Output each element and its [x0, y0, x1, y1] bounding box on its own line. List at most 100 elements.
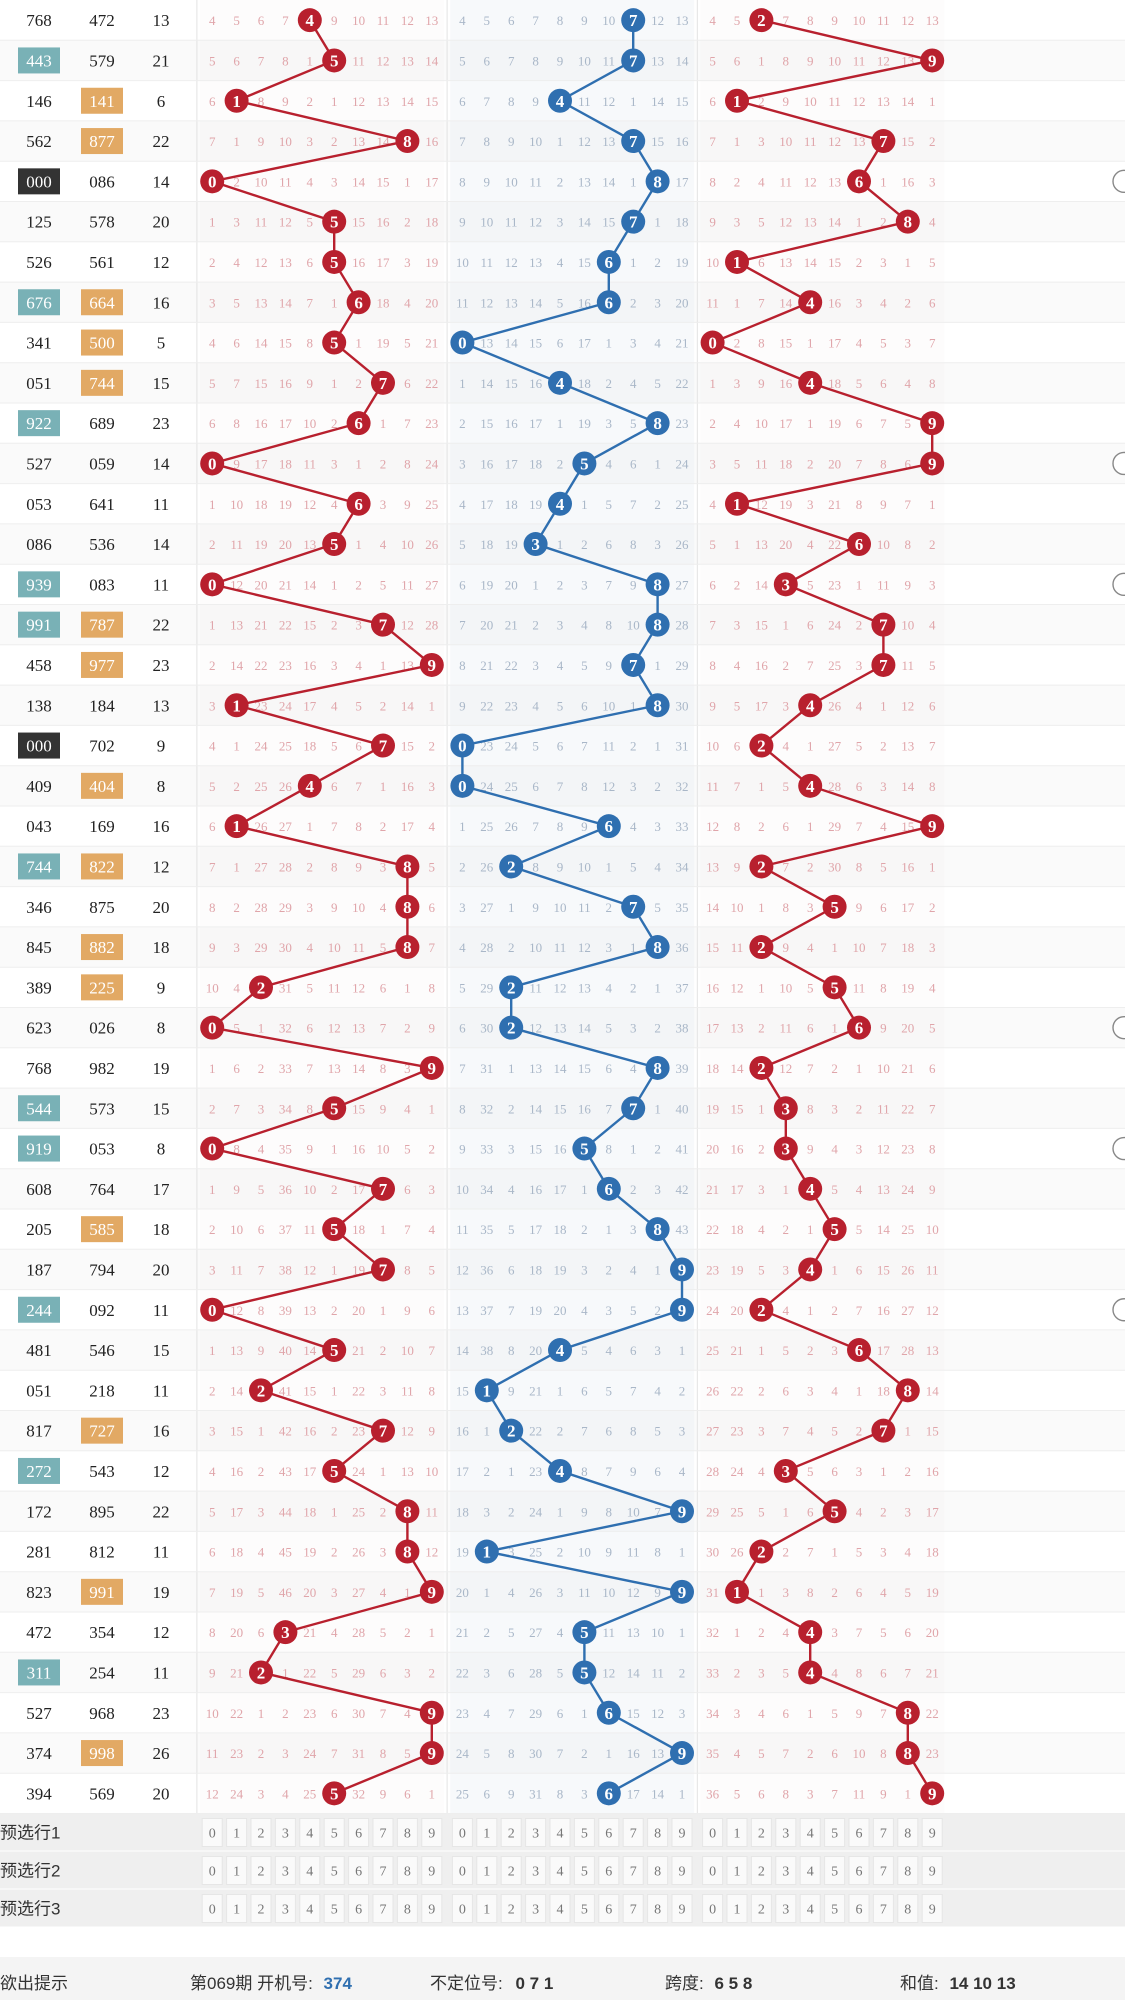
missing-count: 1 [429, 698, 436, 713]
missing-count: 19 [529, 497, 542, 512]
missing-count: 4 [734, 1746, 741, 1761]
missing-count: 1 [734, 1625, 741, 1640]
sum-value: 19 [153, 1583, 170, 1602]
missing-count: 8 [233, 416, 240, 431]
draw-number-b: 991 [89, 1583, 115, 1602]
missing-count: 13 [602, 134, 615, 149]
hit-ball [920, 411, 945, 436]
row-background [0, 1531, 1125, 1572]
missing-count: 9 [508, 1383, 515, 1398]
missing-count: 26 [480, 859, 494, 874]
missing-count: 10 [401, 1343, 414, 1358]
missing-count: 28 [480, 940, 493, 955]
number-highlight [18, 853, 60, 880]
missing-count: 6 [606, 1061, 613, 1076]
select-digit: 2 [258, 1903, 265, 1918]
draw-number-a: 845 [26, 938, 52, 957]
missing-count: 3 [654, 819, 661, 834]
missing-count: 31 [529, 1786, 542, 1801]
missing-count: 3 [679, 1424, 686, 1439]
draw-number-b: 573 [89, 1099, 115, 1118]
missing-count: 16 [505, 416, 519, 431]
missing-count: 29 [828, 819, 841, 834]
missing-count: 4 [654, 336, 661, 351]
missing-count: 9 [630, 1464, 637, 1479]
select-digit: 6 [856, 1827, 863, 1842]
hit-digit: 5 [580, 1663, 589, 1682]
missing-count: 6 [209, 416, 216, 431]
missing-count: 10 [425, 1464, 438, 1479]
sum-value: 23 [153, 656, 170, 675]
draw-number-b: 169 [89, 817, 115, 836]
missing-count: 9 [734, 859, 741, 874]
select-cell [647, 1894, 669, 1923]
missing-count: 20 [303, 1585, 316, 1600]
missing-count: 11 [352, 53, 365, 68]
hit-digit: 5 [330, 535, 339, 554]
missing-count: 7 [429, 940, 436, 955]
missing-count: 21 [731, 1343, 744, 1358]
missing-count: 19 [926, 1585, 939, 1600]
missing-count: 32 [706, 1625, 719, 1640]
number-highlight [18, 1457, 60, 1484]
select-digit: 5 [831, 1827, 838, 1842]
missing-count: 24 [731, 1464, 745, 1479]
select-digit: 3 [532, 1865, 539, 1880]
missing-count: 22 [230, 1706, 243, 1721]
hit-digit: 0 [208, 1019, 217, 1038]
select-digit: 2 [508, 1865, 515, 1880]
missing-count: 4 [709, 13, 716, 28]
select-digit: 4 [306, 1865, 313, 1880]
select-cell [451, 1818, 473, 1847]
select-digit: 6 [605, 1865, 612, 1880]
number-highlight [18, 1659, 60, 1686]
missing-count: 11 [877, 1101, 890, 1116]
missing-count: 7 [856, 819, 863, 834]
missing-count: 25 [706, 1343, 719, 1358]
number-highlight [81, 974, 123, 1001]
hit-digit: 6 [605, 253, 614, 272]
hit-digit: 0 [208, 1301, 217, 1320]
missing-count: 7 [880, 940, 887, 955]
hit-ball [621, 48, 646, 73]
hit-ball [572, 1136, 597, 1161]
draw-number-b: 578 [89, 213, 115, 232]
hit-digit: 9 [678, 1260, 687, 1279]
select-cell [299, 1894, 321, 1923]
missing-count: 2 [380, 1343, 387, 1358]
missing-count: 4 [709, 497, 716, 512]
missing-count: 18 [505, 497, 518, 512]
select-digit: 5 [331, 1865, 338, 1880]
missing-count: 14 [255, 336, 269, 351]
missing-count: 1 [606, 1222, 613, 1237]
missing-count: 11 [926, 1262, 939, 1277]
missing-count: 6 [404, 1182, 411, 1197]
hit-ball [871, 129, 896, 154]
missing-count: 13 [804, 215, 817, 230]
hit-ball [395, 129, 420, 154]
missing-count: 25 [303, 1786, 316, 1801]
missing-count: 19 [230, 1585, 243, 1600]
missing-count: 2 [856, 1424, 863, 1439]
missing-count: 4 [929, 980, 936, 995]
number-highlight [18, 1095, 60, 1122]
sum-value: 14 [153, 535, 171, 554]
missing-count: 18 [529, 456, 542, 471]
missing-count: 7 [856, 456, 863, 471]
missing-count: 34 [480, 1182, 494, 1197]
missing-count: 2 [233, 900, 240, 915]
draw-number-a: 146 [26, 92, 52, 111]
missing-count: 18 [779, 456, 792, 471]
missing-count: 4 [233, 255, 240, 270]
missing-count: 11 [206, 1746, 219, 1761]
select-cell [897, 1894, 919, 1923]
missing-count: 7 [758, 295, 765, 310]
missing-count: 8 [783, 53, 790, 68]
select-cell [274, 1856, 296, 1885]
select-cell [573, 1894, 595, 1923]
missing-count: 7 [532, 819, 539, 834]
missing-count: 1 [709, 376, 716, 391]
row-background [0, 1732, 1125, 1774]
draw-number-a: 000 [26, 172, 52, 191]
missing-count: 20 [529, 1343, 542, 1358]
